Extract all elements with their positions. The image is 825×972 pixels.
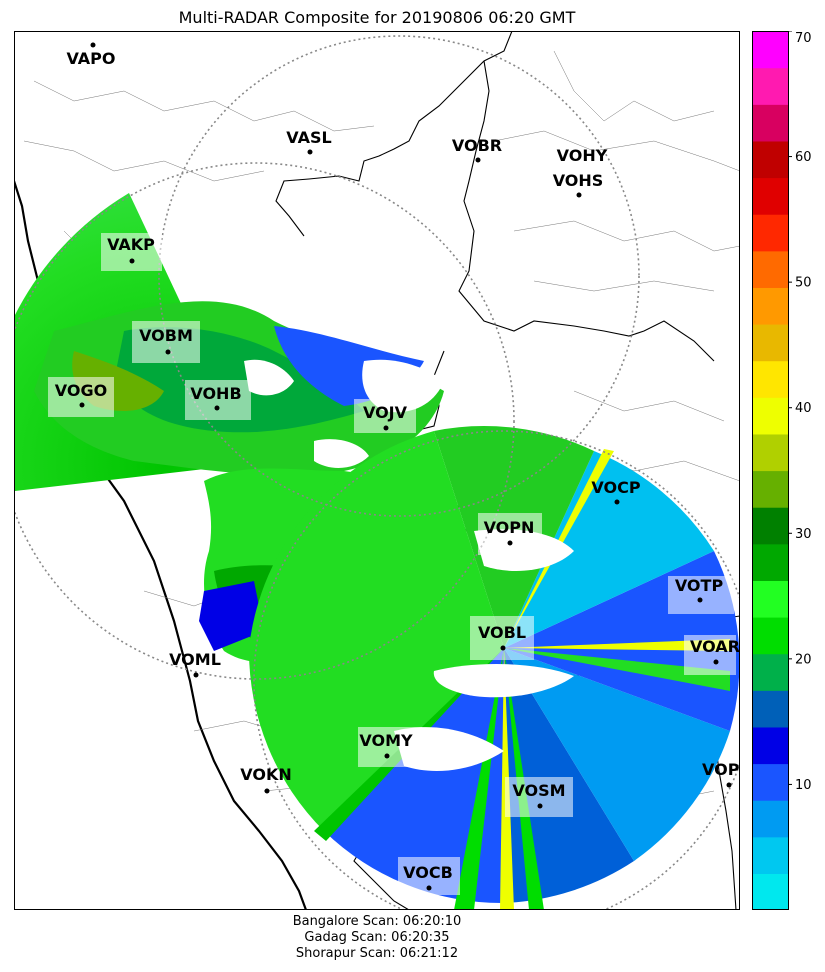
station-vogo[interactable]: VOGO	[48, 377, 114, 417]
range-rings	[14, 35, 740, 910]
colorbar-swatches	[752, 31, 788, 910]
station-vomy[interactable]: VOMY	[358, 727, 422, 767]
station-label: VOPC	[702, 760, 740, 779]
colorbar-swatch	[752, 104, 788, 142]
station-label: VOML	[169, 650, 221, 669]
station-label: VOHS	[553, 171, 604, 190]
colorbar-swatch	[752, 250, 788, 288]
colorbar-swatch	[752, 726, 788, 765]
colorbar-tick-label: 60	[795, 150, 812, 165]
station-label: VOBM	[139, 326, 193, 345]
station-votp[interactable]: VOTP	[668, 576, 734, 614]
station-vocp[interactable]: VOCP	[591, 478, 641, 505]
station-label: VASL	[286, 128, 331, 147]
colorbar-swatch	[752, 397, 788, 435]
colorbar-swatch	[752, 214, 788, 252]
station-voml[interactable]: VOML	[169, 650, 221, 678]
station-label: VOCP	[591, 478, 640, 497]
station-voar[interactable]: VOAR	[684, 635, 740, 675]
station-vopn[interactable]: VOPN	[478, 513, 542, 555]
scan-time-bangalore: Bangalore Scan: 06:20:10	[292, 914, 462, 929]
station-label: VOBR	[452, 136, 502, 155]
colorbar-tick-label: 20	[795, 652, 812, 667]
colorbar-swatch	[752, 140, 788, 179]
scan-time-gadag: Gadag Scan: 06:20:35	[304, 930, 450, 945]
station-label: VOHB	[190, 384, 241, 403]
colorbar-swatch	[752, 470, 788, 508]
colorbar-tick-label: 40	[795, 401, 812, 416]
colorbar: 10 20 30 40 50 60 70	[752, 31, 812, 910]
colorbar-swatch	[752, 324, 788, 362]
colorbar-swatch	[752, 31, 788, 69]
station-label: VOCB	[403, 863, 453, 882]
colorbar-swatch	[752, 67, 788, 105]
colorbar-swatch	[752, 763, 788, 801]
station-vasl[interactable]: VASL	[286, 128, 332, 155]
colorbar-swatch	[752, 800, 788, 838]
colorbar-tick-label: 10	[795, 778, 812, 793]
colorbar-swatch	[752, 287, 788, 325]
station-markers: VAPO VASL VOBR VOHY VOHS VAKP VOBM	[48, 42, 740, 895]
station-label: VAKP	[107, 235, 155, 254]
station-label: VAPO	[66, 49, 115, 68]
station-label: VOHY	[557, 146, 608, 165]
colorbar-swatch	[752, 836, 788, 874]
station-label: VOBL	[478, 623, 526, 642]
station-label: VOPN	[484, 518, 535, 537]
station-vosm[interactable]: VOSM	[505, 777, 573, 817]
station-label: VOTP	[675, 576, 724, 595]
colorbar-swatch	[752, 580, 788, 618]
colorbar-ticks: 10 20 30 40 50 60 70	[788, 31, 812, 793]
station-vobr[interactable]: VOBR	[452, 136, 502, 163]
station-vakp[interactable]: VAKP	[101, 233, 162, 271]
station-label: VOKN	[240, 765, 292, 784]
map-title: Multi-RADAR Composite for 20190806 06:20…	[178, 8, 576, 27]
no-echo-gaps	[244, 359, 444, 468]
station-vokn[interactable]: VOKN	[240, 765, 292, 794]
station-vohs[interactable]: VOHS	[553, 171, 604, 198]
map-frame	[14, 31, 740, 910]
colorbar-swatch	[752, 653, 788, 691]
colorbar-swatch	[752, 543, 788, 581]
station-label: VOAR	[690, 637, 740, 656]
colorbar-swatch	[752, 177, 788, 215]
colorbar-swatch	[752, 873, 788, 910]
colorbar-frame	[752, 31, 789, 910]
station-label: VOMY	[359, 731, 413, 750]
station-label: VOGO	[55, 381, 107, 400]
colorbar-swatch	[752, 433, 788, 472]
station-label: VOSM	[512, 781, 565, 800]
station-vocb[interactable]: VOCB	[398, 857, 460, 895]
station-vohy[interactable]: VOHY	[557, 146, 608, 165]
station-label: VOJV	[363, 403, 408, 422]
radar-map[interactable]: VAPO VASL VOBR VOHY VOHS VAKP VOBM	[14, 31, 740, 910]
colorbar-tick-label: 30	[795, 527, 812, 542]
colorbar-swatch	[752, 507, 788, 545]
station-vobm[interactable]: VOBM	[132, 321, 200, 363]
colorbar-tick-label: 50	[795, 276, 812, 291]
station-vopc[interactable]: VOPC	[702, 760, 740, 788]
station-vapo[interactable]: VAPO	[66, 42, 116, 69]
scan-time-shorapur: Shorapur Scan: 06:21:12	[295, 946, 459, 961]
station-vobl[interactable]: VOBL	[470, 616, 534, 660]
colorbar-tick-label: 70	[795, 31, 812, 46]
colorbar-swatch	[752, 360, 788, 398]
scan-times: Bangalore Scan: 06:20:10 Gadag Scan: 06:…	[14, 914, 740, 962]
colorbar-swatch	[752, 690, 788, 728]
station-vohb[interactable]: VOHB	[185, 380, 251, 420]
colorbar-swatch	[752, 617, 788, 655]
station-vojv[interactable]: VOJV	[354, 399, 416, 433]
